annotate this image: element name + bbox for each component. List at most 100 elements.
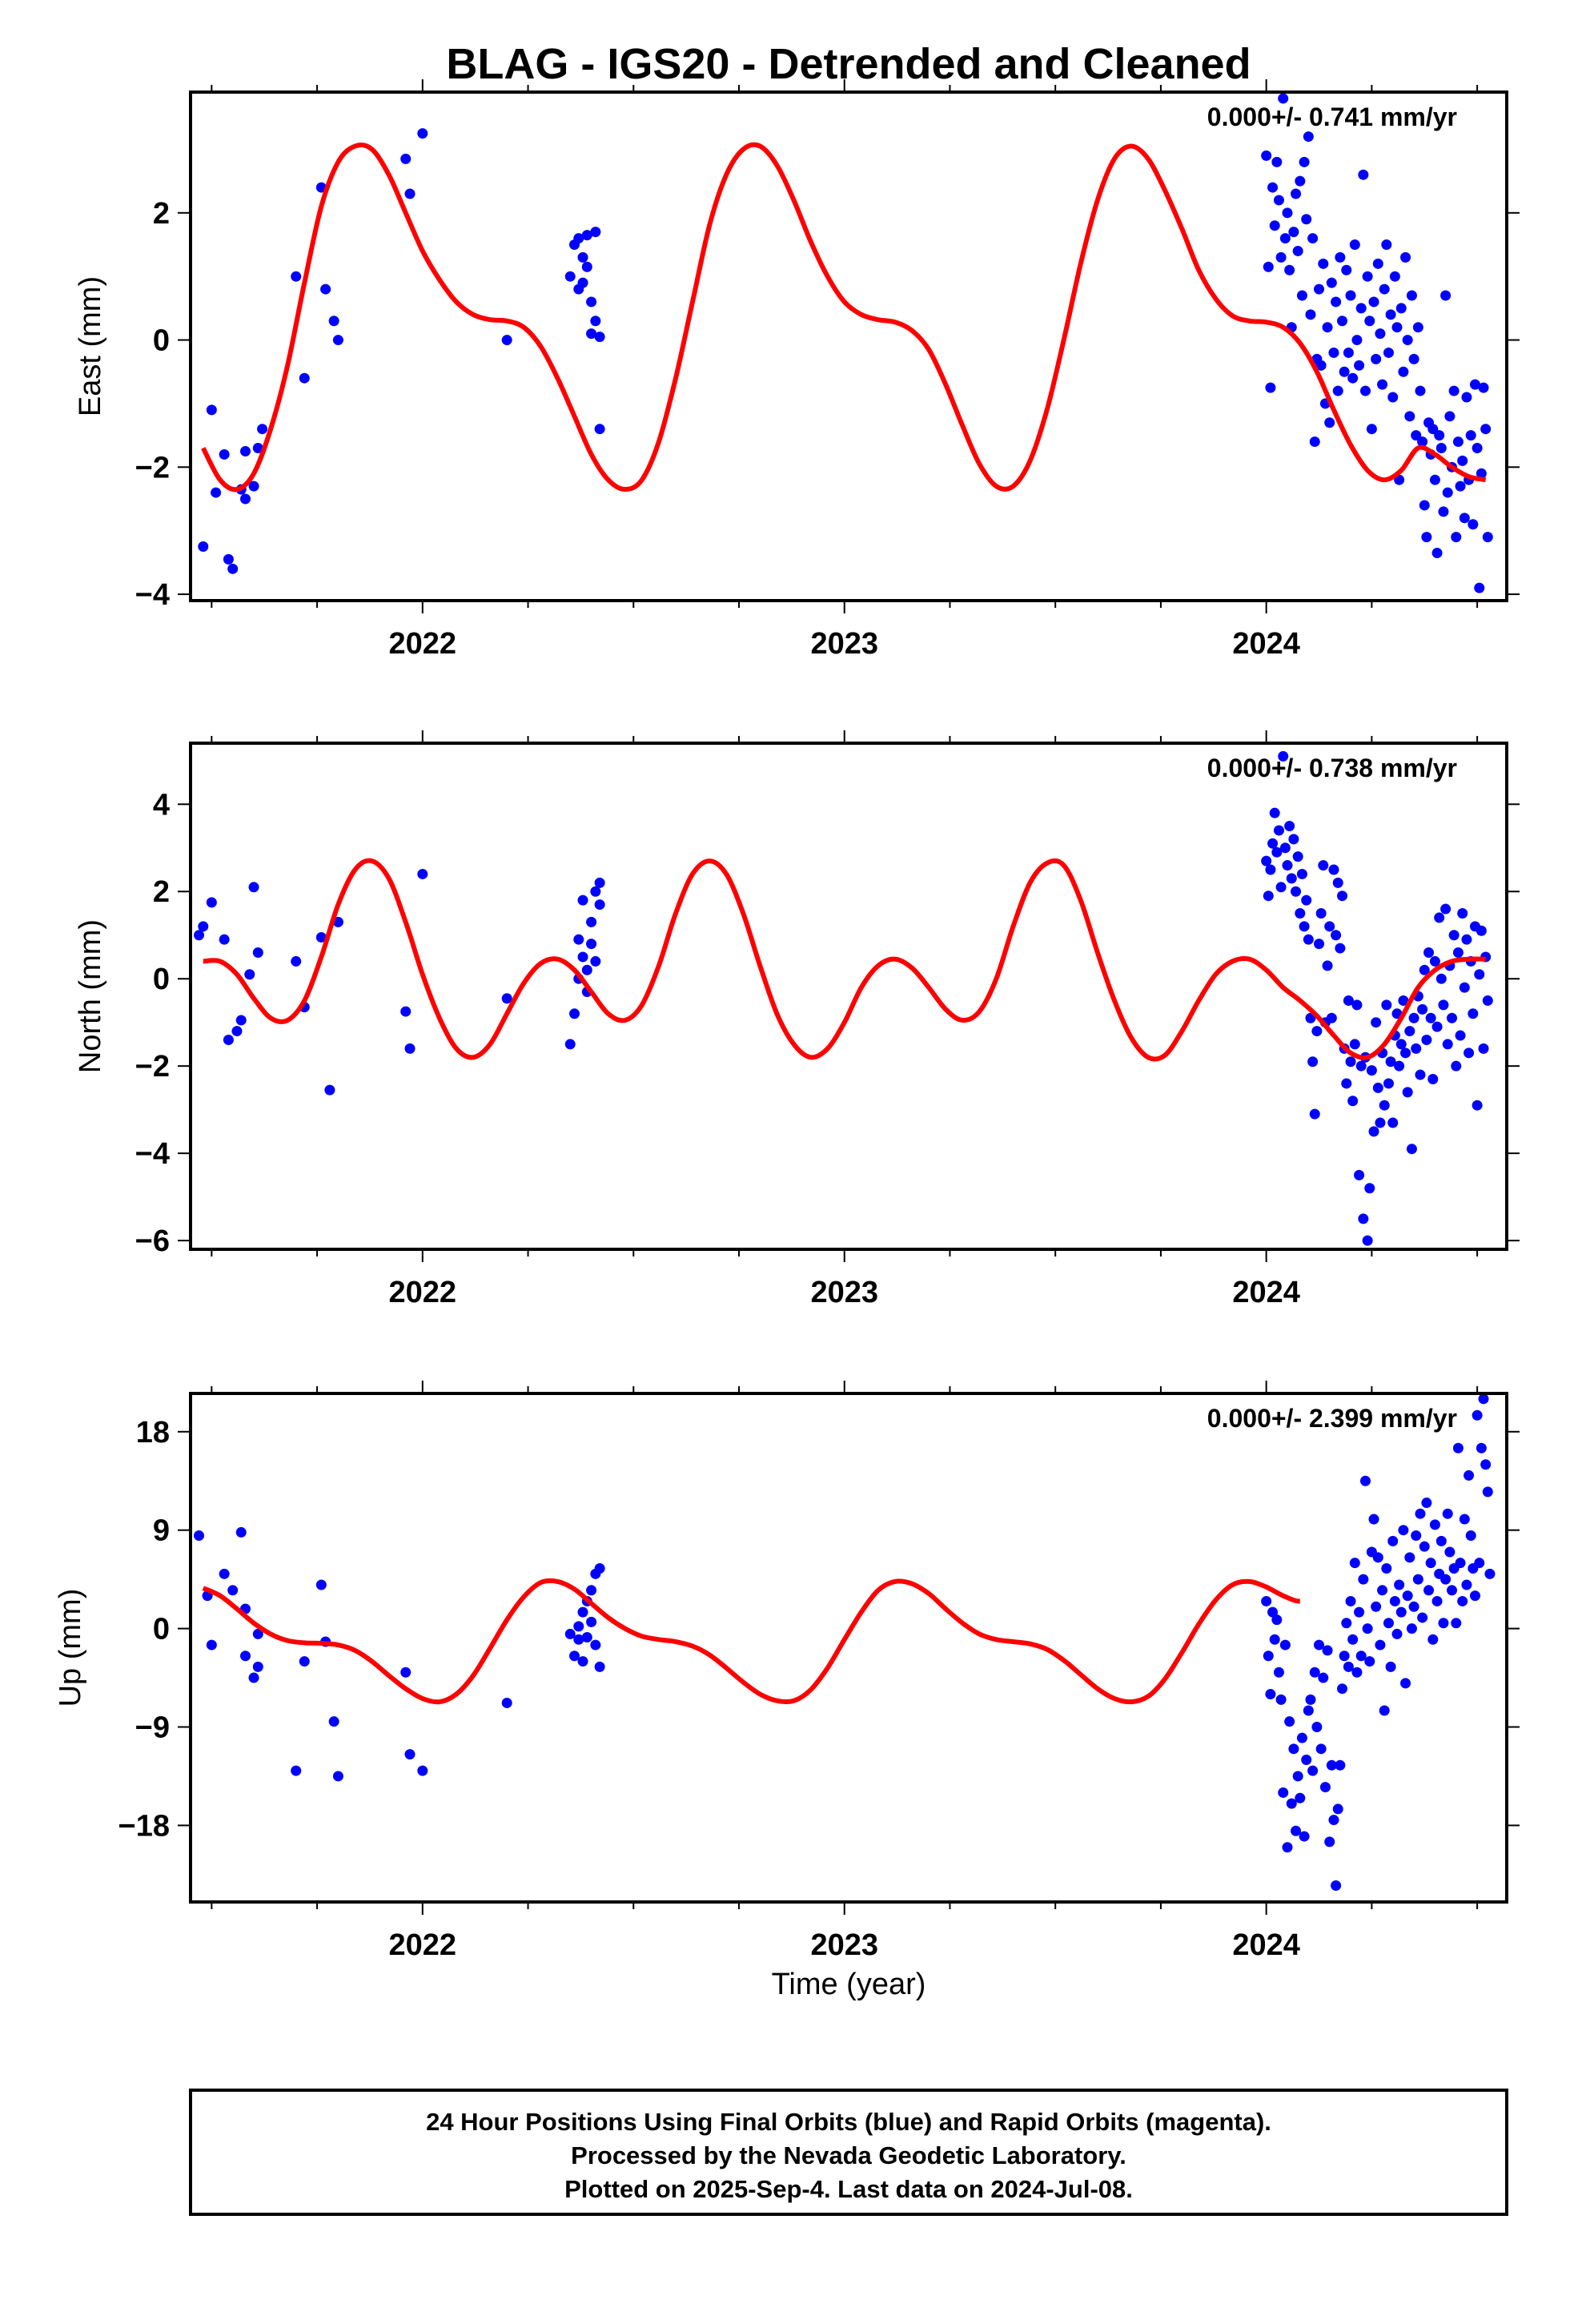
up-data-point [404,1749,416,1760]
east-data-point [211,487,222,498]
east-data-point [590,227,601,238]
north-y-tick-label: −6 [135,1224,170,1258]
north-data-point [1375,1117,1386,1128]
up-data-point [1345,1595,1356,1606]
east-data-point [1478,382,1489,393]
up-data-point [1417,1612,1428,1623]
east-plot-frame [189,90,1508,602]
up-data-point [581,1632,592,1643]
east-data-point [1339,366,1350,377]
east-data-point [1351,335,1363,346]
north-data-point [198,921,209,932]
north-data-point [1381,999,1392,1011]
up-data-point [1476,1442,1487,1454]
north-data-point [1341,1078,1352,1089]
east-data-point [1440,290,1452,301]
up-data-point [1275,1694,1287,1705]
north-data-point [1337,891,1347,902]
east-data-point [320,283,331,295]
footer-line-3: Plotted on 2025-Sep-4. Last data on 2024… [564,2175,1133,2203]
up-data-point [577,1606,588,1618]
east-data-point [299,372,310,384]
north-model-curve [203,858,1486,1062]
up-data-point [1383,1618,1394,1629]
chart-title: BLAG - IGS20 - Detrended and Cleaned [446,40,1251,88]
north-data-point [1419,964,1430,975]
east-data-point [1415,385,1426,396]
east-data-point [1406,290,1417,301]
north-data-point [1343,995,1354,1006]
east-data-point [1332,385,1343,396]
up-data-point [1341,1618,1352,1629]
east-data-point [1271,156,1283,167]
up-data-point [1347,1634,1359,1645]
east-data-point [328,316,339,327]
up-data-point [299,1656,310,1667]
up-data-point [1423,1585,1435,1596]
up-data-point [1419,1541,1430,1552]
up-data-point [291,1765,302,1776]
up-data-point [1389,1595,1400,1606]
up-data-point [1355,1651,1367,1662]
north-data-point [1372,1082,1383,1093]
up-data-point [1472,1409,1483,1421]
up-data-point [400,1667,412,1678]
east-data-point [1296,290,1307,301]
up-data-point [1295,1792,1306,1803]
north-y-tick-label: −4 [135,1137,170,1171]
east-data-point [1269,220,1280,231]
up-data-point [1351,1667,1363,1678]
east-data-point [581,261,592,272]
north-data-point [231,1026,243,1037]
up-data-point [1459,1514,1470,1525]
east-data-point [198,541,209,553]
east-data-point [219,448,230,460]
up-data-point [1421,1498,1432,1509]
east-data-point [1267,182,1279,193]
east-model-curve [201,142,1487,493]
east-y-tick-label: 0 [153,324,170,358]
north-data-point [1299,921,1310,932]
east-data-point [1343,347,1354,358]
east-data-point [1391,322,1403,333]
up-data-point [1415,1508,1426,1519]
north-data-point [1431,1021,1443,1032]
up-data-point [1271,1614,1283,1626]
north-data-point [1461,934,1472,945]
north-data-point [1451,1060,1462,1072]
up-data-point [417,1765,428,1776]
up-data-point [1263,1651,1274,1662]
north-data-point [324,1084,335,1096]
east-data-point [1315,360,1327,371]
east-plot-area: 2022 2023 2024 −4 −2 0 2 [135,79,1520,661]
up-data-point [1381,1562,1392,1574]
up-data-point [1394,1579,1405,1590]
up-data-point [206,1639,217,1651]
north-data-point [1464,1047,1475,1059]
up-data-point [1303,1705,1314,1716]
up-data-point [1335,1759,1346,1771]
up-y-tick-label: 18 [136,1416,170,1449]
north-data-point [291,955,302,967]
east-data-point [1279,233,1291,244]
east-data-point [1303,131,1314,143]
up-data-point [1362,1623,1373,1634]
east-x-tick-label: 2022 [389,627,457,661]
up-y-tick-label: −9 [135,1711,170,1745]
up-data-point [1315,1743,1327,1755]
east-data-point [1404,411,1415,422]
up-panel: 2022 2023 2024 −18 −9 0 9 18 0.000+/- 2.399 mm/… [54,1381,1520,1962]
north-data-point [1331,930,1342,941]
east-data-point [1480,424,1492,435]
east-data-point [1358,169,1369,180]
up-x-tick-label: 2024 [1232,1928,1300,1962]
north-data-point [1379,1100,1390,1111]
north-data-point [1415,1069,1426,1080]
up-data-point [1452,1442,1464,1454]
footer-line-2: Processed by the Nevada Geodetic Laborat… [571,2141,1126,2169]
north-data-point [1314,939,1325,950]
north-data-point [1472,1100,1483,1111]
up-data-point [1408,1601,1419,1612]
north-data-point [1279,842,1291,854]
east-data-point [594,424,605,435]
